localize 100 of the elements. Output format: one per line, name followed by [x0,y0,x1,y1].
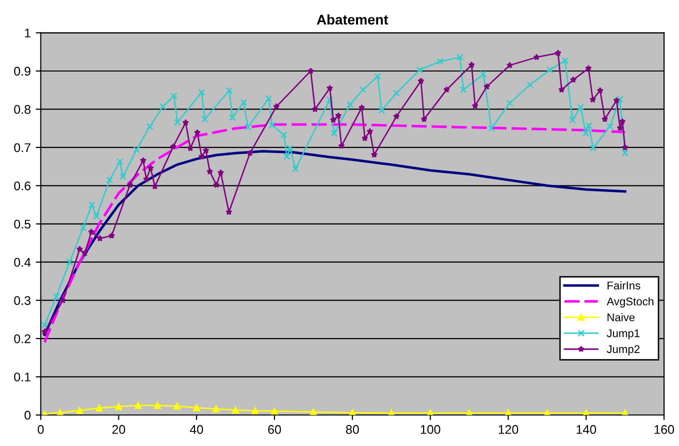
y-tick-label: 0.9 [14,66,30,76]
point [506,100,514,107]
point [483,83,490,90]
point [443,86,450,93]
point [546,66,554,74]
point [378,106,386,114]
x-tick-label: 140 [576,425,596,434]
point [271,408,278,415]
point [622,144,628,150]
point [366,128,374,134]
point [488,124,495,132]
point [346,101,354,108]
point [92,212,100,220]
point [577,104,584,111]
point [370,151,378,158]
point [585,122,592,130]
point [544,410,551,416]
point [170,92,178,100]
point [146,122,154,130]
point [590,144,597,152]
point [616,96,624,103]
y-tick-label: 0 [24,410,31,420]
point [268,122,276,129]
point [622,150,629,157]
point [193,404,200,412]
point [480,70,487,78]
x-tick-label: 20 [112,425,126,434]
point [374,72,382,80]
x-tick-label: 160 [654,425,674,434]
x-tick-label: 40 [190,425,204,434]
point [533,54,540,60]
point [596,87,604,94]
point [312,106,318,112]
point [292,165,299,172]
point [154,402,162,409]
point [362,134,368,142]
point [622,410,629,416]
point [466,410,473,416]
y-tick-label: 0.1 [14,372,30,382]
point [187,144,194,152]
point [554,50,562,56]
point [392,90,400,97]
point [388,410,395,416]
point [582,410,590,416]
point [96,404,103,412]
point [194,129,201,136]
point [198,153,205,160]
point [558,86,565,93]
point [252,407,258,414]
point [589,96,596,103]
point [582,130,590,137]
point [147,164,154,172]
point [436,58,444,65]
point [217,169,224,176]
point [170,143,177,150]
point [142,176,150,182]
point [280,131,288,138]
point [504,410,512,416]
point [426,410,434,416]
point [570,76,577,83]
point [226,208,232,215]
point [585,64,592,72]
point [76,246,84,252]
y-tick-label: 0.3 [14,296,30,305]
x-tick-label: 60 [268,425,281,434]
point [52,293,60,300]
point [562,57,569,64]
point [140,156,147,164]
x-tick-label: 80 [346,425,359,434]
point [335,112,342,119]
y-tick-label: 0.7 [14,143,30,152]
point [76,406,84,414]
point [80,224,87,232]
legend-label: Jump1 [606,329,640,340]
point [330,130,338,137]
point [472,102,478,109]
legend-label: Jump2 [606,345,640,356]
point [606,122,614,130]
point [56,409,64,416]
point [468,61,475,68]
point [228,114,236,122]
point [66,258,74,266]
legend-label: AvgStoch [606,297,654,308]
point [41,328,48,335]
point [246,150,254,156]
point [201,116,208,123]
point [307,68,314,74]
point [206,168,214,174]
point [88,228,95,235]
point [338,142,345,149]
point [358,104,366,111]
y-tick-label: 0.5 [14,220,30,229]
point [126,181,134,188]
point [174,118,181,126]
point [526,81,534,88]
legend-label: Naive [608,313,635,322]
point [198,88,206,96]
point [240,98,248,106]
point [569,116,576,124]
point [326,96,334,104]
